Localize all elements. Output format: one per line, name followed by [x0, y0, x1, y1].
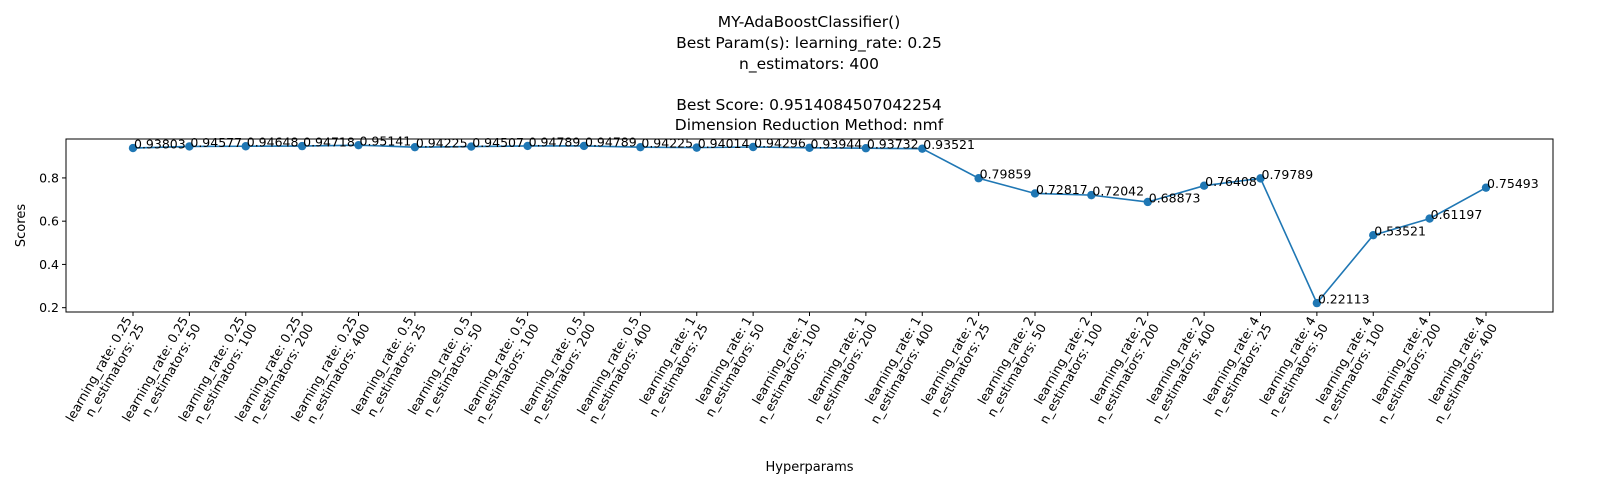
data-label: 0.94577: [190, 135, 242, 150]
data-label: 0.93732: [867, 137, 919, 152]
data-point: [579, 141, 589, 151]
data-point: [523, 141, 532, 151]
data-point: [805, 143, 814, 152]
data-label: 0.22113: [1318, 292, 1370, 307]
data-point: [1369, 230, 1378, 240]
title-line: Dimension Reduction Method: nmf: [675, 116, 944, 134]
data-point: [1199, 181, 1209, 190]
x-axis-ticks: learning_rate: 0.25n_estimators: 25learn…: [62, 312, 1500, 426]
title-line: MY-AdaBoostClassifier(): [718, 13, 901, 31]
data-label: 0.95141: [360, 134, 412, 149]
data-point: [128, 143, 138, 153]
data-label: 0.93521: [923, 137, 975, 152]
chart-title: MY-AdaBoostClassifier() Best Param(s): le…: [675, 13, 944, 134]
data-point: [1030, 189, 1040, 198]
y-tick-label: 0.4: [39, 257, 59, 272]
data-label: 0.94225: [641, 136, 693, 151]
data-point: [918, 144, 927, 153]
data-point: [692, 143, 701, 152]
data-label: 0.68873: [1149, 190, 1201, 205]
data-label: 0.76408: [1205, 174, 1257, 189]
data-point: [467, 142, 476, 151]
data-label: 0.75493: [1487, 176, 1539, 191]
data-label: 0.93944: [811, 136, 863, 151]
data-label: 0.93803: [134, 137, 186, 152]
data-point: [1425, 214, 1434, 223]
data-label: 0.94507: [472, 135, 524, 150]
data-label: 0.94648: [247, 135, 299, 150]
data-label: 0.72042: [1092, 184, 1144, 199]
data-label: 0.94296: [754, 136, 806, 151]
title-line: n_estimators: 400: [739, 55, 879, 74]
y-tick-label: 0.8: [39, 170, 59, 185]
y-tick-label: 0.6: [39, 214, 59, 229]
data-point: [410, 142, 420, 152]
data-point: [241, 142, 250, 151]
plot-area: [65, 138, 1554, 313]
data-label: 0.94789: [529, 134, 581, 149]
data-point: [748, 142, 758, 152]
data-points: [128, 140, 1491, 308]
data-label: 0.61197: [1431, 207, 1483, 222]
data-point: [185, 142, 194, 151]
data-point: [1143, 197, 1152, 207]
data-label: 0.94225: [416, 136, 468, 151]
data-label: 0.79859: [980, 167, 1032, 182]
title-line: Best Score: 0.9514084507042254: [676, 96, 941, 114]
data-point: [636, 142, 645, 152]
data-label: 0.72817: [1036, 182, 1088, 197]
data-label: 0.79789: [1262, 167, 1314, 182]
y-axis-label: Scores: [14, 204, 29, 247]
x-axis-label: Hyperparams: [765, 460, 853, 475]
data-label: 0.94014: [698, 136, 750, 151]
y-tick-label: 0.2: [39, 300, 59, 315]
data-labels: 0.93803 0.94577 0.94648 0.94718 0.95141 0.942…: [134, 134, 1539, 307]
data-point: [1256, 174, 1265, 183]
data-point: [1312, 298, 1322, 308]
y-axis-ticks: 0.2 0.4 0.6 0.8: [39, 170, 66, 315]
data-point: [1087, 190, 1096, 200]
data-point: [354, 140, 363, 150]
data-label: 0.94789: [585, 134, 637, 149]
data-label: 0.53521: [1374, 224, 1426, 239]
data-point: [297, 141, 307, 151]
data-point: [861, 144, 871, 153]
title-line: Best Param(s): learning_rate: 0.25: [676, 34, 942, 53]
data-point: [974, 174, 983, 183]
data-point: [1481, 183, 1491, 192]
data-label: 0.94718: [303, 135, 355, 150]
